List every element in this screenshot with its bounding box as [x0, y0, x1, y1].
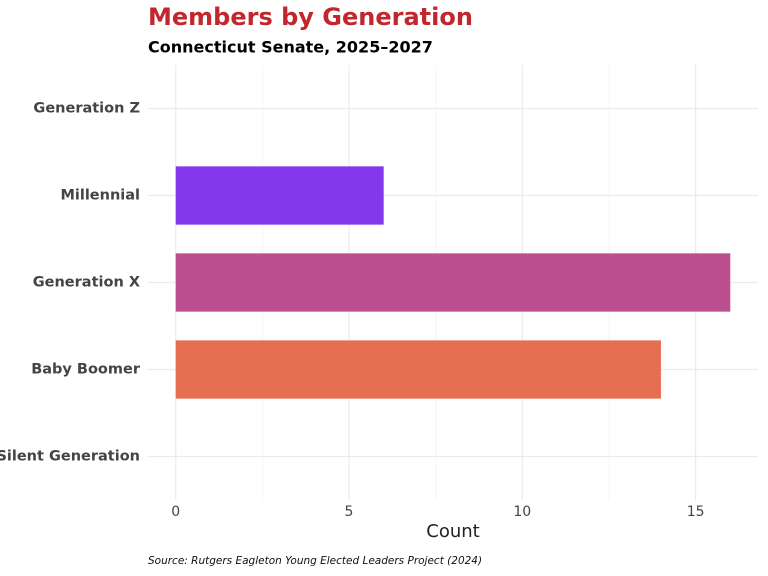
x-tick-label: 0 [171, 504, 180, 520]
x-axis-label: Count [426, 521, 479, 542]
chart-title: Members by Generation [148, 3, 473, 31]
x-tick-label: 10 [513, 504, 531, 520]
bar [175, 166, 384, 225]
bar [175, 340, 661, 399]
y-tick-label: Millennial [60, 188, 140, 204]
y-tick-label: Generation Z [33, 101, 140, 117]
x-tick-label: 5 [345, 504, 354, 520]
y-tick-label: Silent Generation [0, 449, 140, 465]
chart-subtitle: Connecticut Senate, 2025–2027 [148, 38, 433, 57]
y-tick-label: Baby Boomer [31, 362, 141, 378]
y-tick-label: Generation X [33, 275, 140, 291]
bar [175, 253, 731, 312]
source-note: Source: Rutgers Eagleton Young Elected L… [148, 555, 482, 567]
x-tick-label: 15 [687, 504, 705, 520]
